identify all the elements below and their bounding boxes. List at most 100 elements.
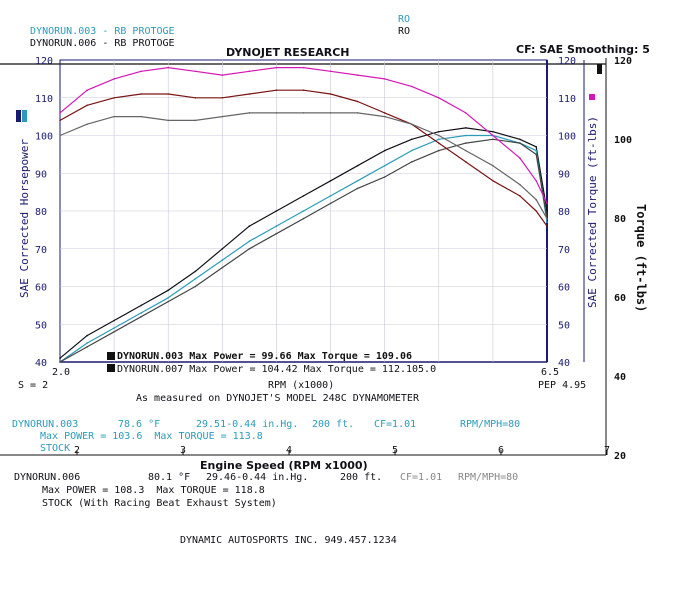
data-point-power — [221, 266, 224, 269]
data-point-torque — [113, 78, 115, 80]
hp-tick-label: 120 — [35, 56, 53, 67]
data-point-torque — [356, 100, 359, 103]
data-point-torque — [248, 93, 251, 95]
run1-name: RB PROTOGE — [114, 26, 175, 37]
data-point-power — [535, 153, 537, 156]
footer-contact: DYNAMIC AUTOSPORTS INC. 949.457.1234 — [180, 535, 397, 546]
hp-tick-label: 110 — [35, 94, 53, 105]
data-point-power — [535, 146, 537, 148]
data-point-power — [140, 312, 142, 314]
data-point-power — [329, 180, 332, 182]
data-point-torque — [302, 112, 305, 114]
data-point-torque — [167, 93, 169, 95]
run1-desc: STOCK — [40, 443, 71, 454]
hp-tick-label: 40 — [35, 358, 47, 369]
data-point-torque — [167, 66, 169, 69]
x-min-label: 2.0 — [52, 367, 71, 378]
torque-tick-label: 90 — [558, 169, 570, 180]
data-point-power — [248, 240, 251, 242]
data-point-torque — [194, 97, 197, 99]
data-point-torque — [535, 180, 537, 182]
outer-y-tick-labels: 120 100 80 60 40 20 — [614, 56, 632, 462]
pep-label: PEP 4.95 — [538, 380, 587, 391]
data-point-torque — [519, 157, 521, 159]
data-point-torque — [275, 66, 278, 69]
torque-tick-label: 120 — [558, 56, 576, 67]
correction-label: CF: SAE Smoothing: 5 — [516, 43, 650, 56]
data-point-power — [275, 225, 278, 227]
data-point-torque — [519, 195, 521, 197]
run1-info-name: DYNORUN.003 — [12, 419, 79, 430]
data-point-power — [59, 361, 61, 363]
run1-temp: 78.6 °F — [118, 419, 161, 430]
outer-y-tick-label: 100 — [614, 135, 632, 146]
data-point-torque — [140, 93, 142, 95]
data-point-torque — [383, 112, 386, 114]
data-point-power — [302, 210, 305, 212]
data-point-torque — [465, 112, 467, 114]
data-point-power — [113, 327, 115, 329]
data-point-power — [465, 134, 467, 137]
run2-temp: 80.1 °F — [148, 472, 191, 483]
data-point-power — [221, 248, 224, 250]
series-line-torque — [59, 67, 548, 204]
data-point-power — [221, 259, 224, 261]
data-point-torque — [59, 112, 61, 114]
data-point-power — [59, 357, 61, 360]
data-point-power — [535, 149, 537, 152]
hp-tick-label: 90 — [35, 169, 47, 180]
outer-x-tick-label: 4 — [286, 445, 292, 456]
data-point-torque — [275, 112, 278, 114]
rpm-axis-label: RPM (x1000) — [268, 380, 335, 391]
data-point-torque — [410, 123, 413, 125]
run2-sep: - — [102, 38, 109, 49]
data-point-torque — [519, 183, 521, 186]
outer-x-tick-label: 6 — [498, 445, 504, 456]
hp-tick-label: 60 — [35, 283, 47, 294]
right-y-axis-label: SAE Corrected Torque (ft-lbs) — [586, 116, 599, 308]
data-point-power — [275, 210, 278, 212]
data-point-torque — [546, 225, 548, 227]
run1-file: DYNORUN.003 — [30, 26, 97, 37]
data-point-power — [140, 304, 142, 307]
data-point-power — [86, 342, 88, 344]
left-marker-icon-2 — [22, 110, 27, 122]
run1-code: RO — [398, 14, 411, 25]
outer-x-tick-label: 5 — [392, 445, 398, 456]
run2-max: Max POWER = 108.3 Max TORQUE = 118.8 — [42, 485, 265, 496]
data-point-torque — [329, 112, 332, 114]
data-point-power — [519, 142, 521, 144]
data-point-power — [86, 346, 88, 348]
data-point-power — [167, 297, 169, 299]
data-point-torque — [546, 217, 548, 220]
torque-tick-label: 80 — [558, 207, 570, 218]
torque-tick-label: 60 — [558, 283, 570, 294]
data-point-torque — [438, 134, 440, 137]
series-line-power — [59, 134, 548, 363]
data-point-power — [546, 210, 548, 212]
data-point-torque — [248, 70, 251, 73]
data-point-torque — [535, 198, 537, 201]
data-point-power — [438, 138, 440, 141]
run1-sep: - — [102, 26, 109, 37]
data-point-torque — [410, 85, 413, 88]
data-point-power — [546, 221, 548, 224]
data-point-torque — [492, 164, 494, 167]
data-point-torque — [86, 89, 88, 91]
data-point-power — [140, 315, 142, 318]
run2-file: DYNORUN.006 — [30, 38, 97, 49]
hp-tick-label: 100 — [35, 132, 53, 143]
data-point-power — [113, 331, 115, 333]
data-point-torque — [383, 78, 386, 80]
dyno-chart: 40 50 60 70 80 90 100 110 120 40 50 60 70 80 90 100 110… — [0, 56, 648, 462]
data-point-power — [519, 138, 521, 141]
x-max-label: 6.5 — [541, 367, 560, 378]
torque-tick-label: 100 — [558, 132, 576, 143]
data-point-torque — [59, 119, 61, 122]
outer-x-tick-label: 3 — [180, 445, 186, 456]
data-point-torque — [302, 66, 305, 69]
data-point-power — [356, 164, 359, 167]
hp-tick-label: 50 — [35, 320, 47, 331]
outer-y-tick-label: 120 — [614, 56, 632, 67]
data-point-torque — [248, 112, 251, 114]
